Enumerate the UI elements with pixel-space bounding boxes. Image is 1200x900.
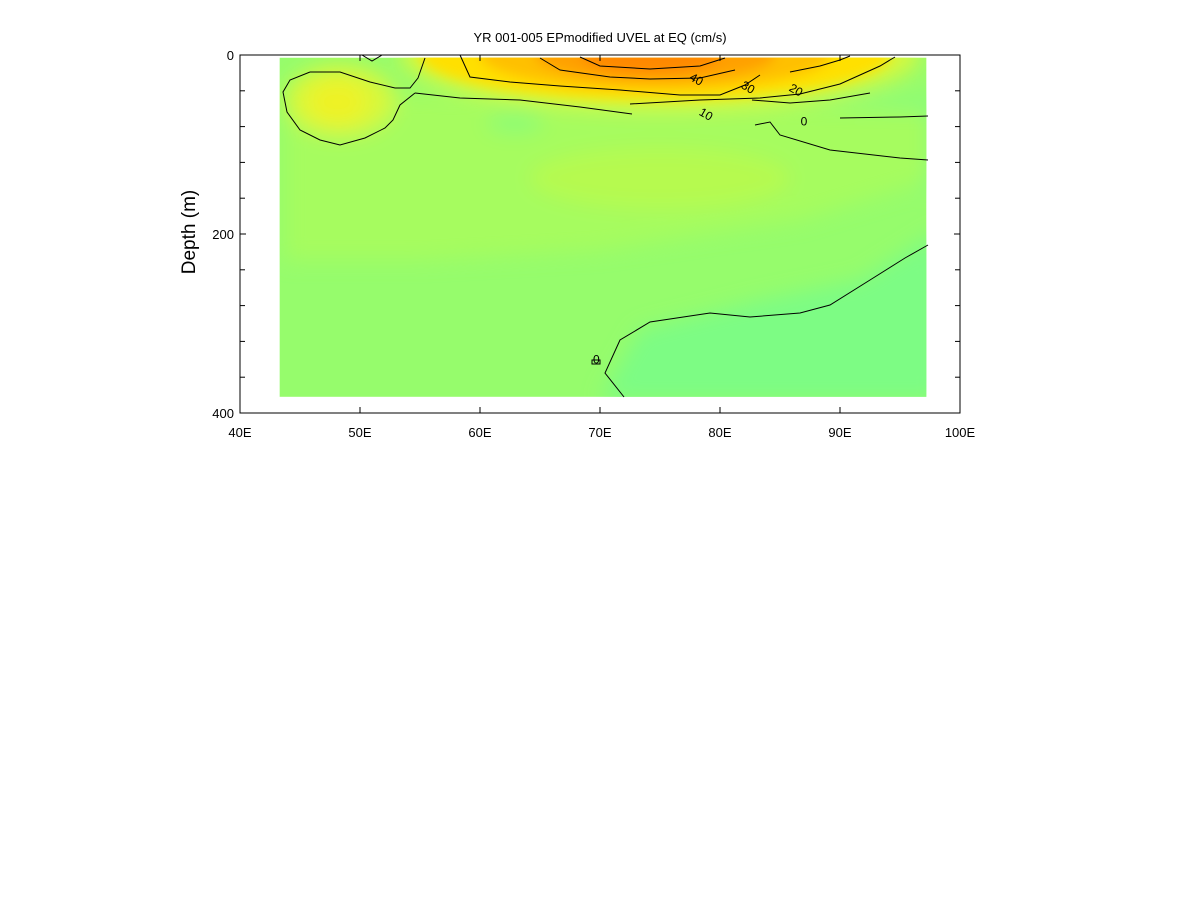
chart-title: YR 001-005 EPmodified UVEL at EQ (cm/s) xyxy=(473,30,726,45)
x-tick-label-5: 90E xyxy=(828,425,851,440)
contour-lines xyxy=(282,54,929,398)
contour-10-west xyxy=(310,57,426,89)
contour-10-west-loop xyxy=(282,71,416,146)
contour-10-east xyxy=(629,56,896,105)
y-tick-label-0: 0 xyxy=(227,48,234,63)
x-tick-label-1: 50E xyxy=(348,425,371,440)
central-band-region xyxy=(530,148,790,208)
contour-40 xyxy=(579,56,726,70)
jet-ring-4 xyxy=(580,57,720,73)
y-axis-label: Depth (m) xyxy=(179,190,200,274)
x-tick-label-0: 40E xyxy=(228,425,251,440)
x-axis-ticks: 40E 50E 60E 70E 80E 90E 100E xyxy=(228,55,976,440)
contour-top-notch xyxy=(361,54,383,62)
x-tick-label-6: 100E xyxy=(945,425,976,440)
contour-30 xyxy=(539,57,736,80)
contour-30-east xyxy=(751,92,871,104)
y-tick-label-2: 400 xyxy=(212,406,234,421)
contour-0-deep xyxy=(604,244,929,398)
contour-label-20-2: 20 xyxy=(787,81,806,100)
contour-label-30-1: 30 xyxy=(739,78,758,97)
contour-0-east xyxy=(754,121,929,161)
x-tick-label-3: 70E xyxy=(588,425,611,440)
contour-0-deep-loop xyxy=(591,359,601,365)
contour-20-east xyxy=(789,55,851,73)
x-tick-label-2: 60E xyxy=(468,425,491,440)
contour-labels: 40 30 20 10 0 0 xyxy=(593,70,808,366)
west-core-inner xyxy=(307,80,367,124)
small-weak-patch xyxy=(487,114,543,132)
weak-region-southeast xyxy=(601,238,927,397)
y-tick-label-1: 200 xyxy=(212,227,234,242)
contour-label-0-4: 0 xyxy=(801,114,808,128)
contour-label-10-3: 10 xyxy=(697,105,716,124)
contour-0-east-upper xyxy=(839,115,929,119)
contour-20 xyxy=(459,54,761,96)
contour-label-0-5: 0 xyxy=(593,352,600,366)
velocity-field xyxy=(279,57,927,397)
contour-label-40-0: 40 xyxy=(687,70,706,89)
x-tick-label-4: 80E xyxy=(708,425,731,440)
contour-10-jet-lower xyxy=(414,92,633,115)
